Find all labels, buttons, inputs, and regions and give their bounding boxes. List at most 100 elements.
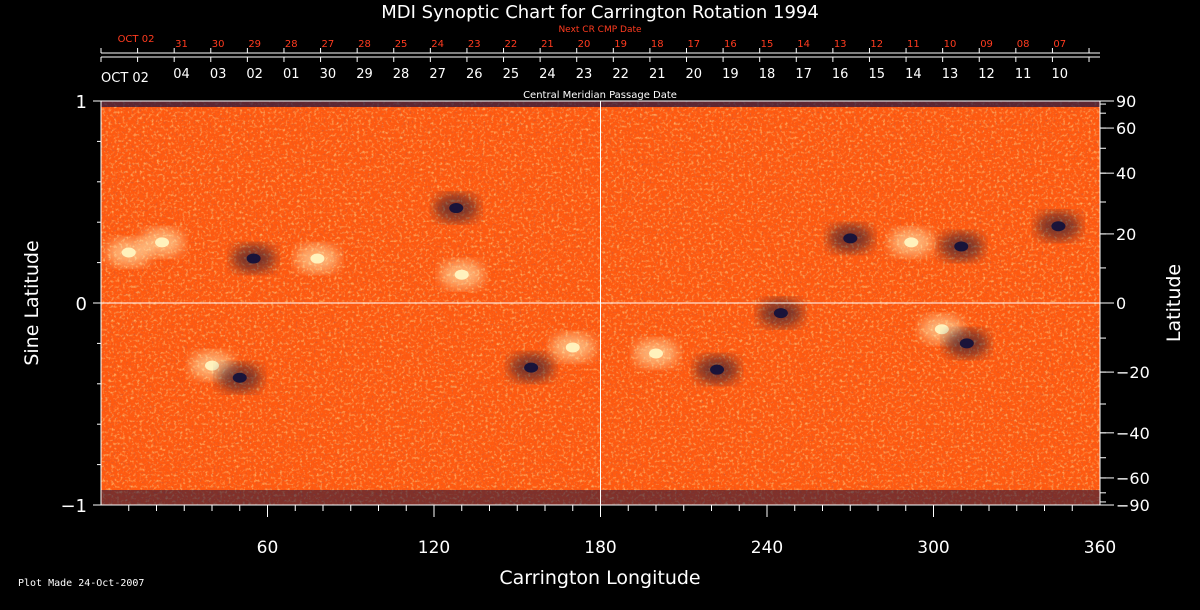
active-region-core: [449, 203, 464, 214]
date-label: 30: [320, 67, 337, 82]
x-tick-label: 60: [257, 538, 279, 558]
top-axis-label: Central Meridian Passage Date: [523, 90, 677, 101]
date-label: 03: [210, 67, 227, 82]
date-label: 10: [944, 39, 957, 50]
latitude-axis: 90 60 40 20 0 −20 −40 −60 −90: [1100, 92, 1150, 515]
date-label: 27: [429, 67, 446, 82]
date-label: 12: [978, 67, 995, 82]
y-axis: 1 0 −1: [60, 92, 101, 517]
date-label: 04: [173, 67, 190, 82]
y-tick-label: −1: [60, 496, 87, 517]
active-region-core: [954, 241, 969, 252]
y-axis-label: Sine Latitude: [21, 240, 43, 365]
date-label: 16: [832, 67, 849, 82]
active-region-core: [454, 269, 469, 280]
x-tick-label: 300: [917, 538, 949, 558]
date-label: 23: [468, 39, 481, 50]
date-label: 27: [322, 39, 335, 50]
date-label: 13: [942, 67, 959, 82]
active-region-core: [246, 253, 261, 264]
active-region-core: [565, 342, 580, 353]
date-label: 22: [612, 67, 629, 82]
date-label: 31: [175, 39, 188, 50]
y-tick-label: 1: [76, 92, 87, 113]
x-tick-label: 120: [418, 538, 450, 558]
x-tick-label: 360: [1084, 538, 1116, 558]
date-label: 26: [466, 67, 483, 82]
y2-axis-label: Latitude: [1163, 264, 1185, 342]
date-label: 28: [393, 67, 410, 82]
active-region-core: [904, 237, 919, 248]
active-region-core: [1051, 221, 1066, 232]
lat-tick-label: 90: [1116, 92, 1136, 111]
chart-title: MDI Synoptic Chart for Carrington Rotati…: [381, 2, 819, 23]
date-label: 25: [503, 67, 520, 82]
date-label: 18: [651, 39, 664, 50]
active-region-core: [649, 348, 663, 359]
date-label: 14: [905, 67, 922, 82]
date-label: 28: [358, 39, 371, 50]
lat-tick-label: −40: [1116, 424, 1150, 443]
date-label: 30: [212, 39, 225, 50]
lat-tick-label: −60: [1116, 469, 1150, 488]
date-label: 14: [797, 39, 810, 50]
date-label: 11: [1015, 67, 1032, 82]
lat-tick-label: 0: [1116, 294, 1126, 313]
date-label: 20: [578, 39, 591, 50]
active-region-core: [934, 324, 949, 335]
date-label: 17: [687, 39, 700, 50]
date-label: 08: [1017, 39, 1030, 50]
date-label: 21: [541, 39, 554, 50]
active-region-core: [155, 237, 170, 248]
date-label: 24: [539, 67, 556, 82]
lat-tick-label: 40: [1116, 164, 1136, 183]
y-tick-label: 0: [76, 294, 87, 315]
date-first-label: OCT 02: [118, 34, 155, 45]
date-label: 15: [869, 67, 886, 82]
date-label: 29: [248, 39, 261, 50]
date-label: 23: [576, 67, 593, 82]
active-region-core: [524, 362, 539, 373]
x-tick-label: 180: [584, 538, 616, 558]
x-axis: 60 120 180 240 300 360: [128, 505, 1116, 558]
date-label: 16: [724, 39, 737, 50]
next-cr-date-axis: OCT 02 31 30 29 28 27 28 25 24 23 22 21 20 19 18 17 16 15…: [100, 34, 1100, 54]
date-label: 21: [649, 67, 666, 82]
lat-tick-label: 60: [1116, 119, 1136, 138]
date-label: 12: [870, 39, 883, 50]
lat-tick-label: −20: [1116, 363, 1150, 382]
active-regions: [106, 194, 1081, 392]
date-label: 22: [504, 39, 517, 50]
x-axis-label: Carrington Longitude: [499, 567, 700, 589]
date-label: 11: [907, 39, 920, 50]
date-label: 20: [686, 67, 703, 82]
date-label: 07: [1053, 39, 1066, 50]
date-label: 29: [356, 67, 373, 82]
date-label: 19: [614, 39, 627, 50]
x-tick-label: 240: [751, 538, 783, 558]
date-label: 01: [283, 67, 300, 82]
active-region-core: [773, 308, 788, 319]
active-region-core: [310, 253, 325, 264]
next-axis-label: Next CR CMP Date: [558, 25, 642, 35]
active-region-core: [843, 233, 858, 244]
date-label: 17: [795, 67, 812, 82]
cmp-date-axis: OCT 02 04 03 02 01 30 29 28 27 26 25 24 23 22 21 20 19 18…: [100, 56, 1100, 86]
date-label: 19: [722, 67, 739, 82]
date-label: 24: [431, 39, 444, 50]
date-label: 15: [761, 39, 774, 50]
lat-tick-label: −90: [1116, 496, 1150, 515]
date-label: 13: [834, 39, 847, 50]
date-label: 09: [980, 39, 993, 50]
active-region-core: [121, 247, 136, 258]
active-region-core: [710, 364, 725, 375]
date-label: 28: [285, 39, 298, 50]
date-first-label: OCT 02: [101, 71, 149, 86]
date-label: 02: [246, 67, 263, 82]
date-label: 10: [1051, 67, 1068, 82]
active-region-core: [232, 372, 247, 383]
active-region-core: [959, 338, 974, 349]
date-label: 18: [759, 67, 776, 82]
lat-tick-label: 20: [1116, 225, 1136, 244]
